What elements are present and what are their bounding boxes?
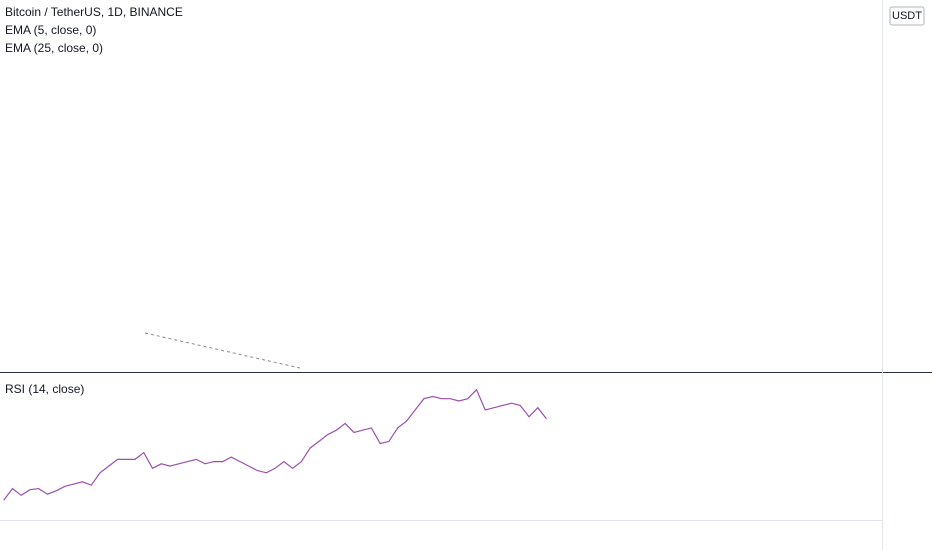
trend-line: [144, 332, 301, 369]
currency-box: [889, 6, 925, 26]
chart-title: Bitcoin / TetherUS, 1D, BINANCE: [5, 5, 183, 19]
currency: USDT: [892, 10, 922, 22]
rsi-line: [3, 388, 547, 501]
legend-entry: EMA (25, close, 0): [5, 41, 103, 55]
rsi-title: RSI (14, close): [5, 382, 84, 396]
legend-entry: EMA (5, close, 0): [5, 23, 96, 37]
